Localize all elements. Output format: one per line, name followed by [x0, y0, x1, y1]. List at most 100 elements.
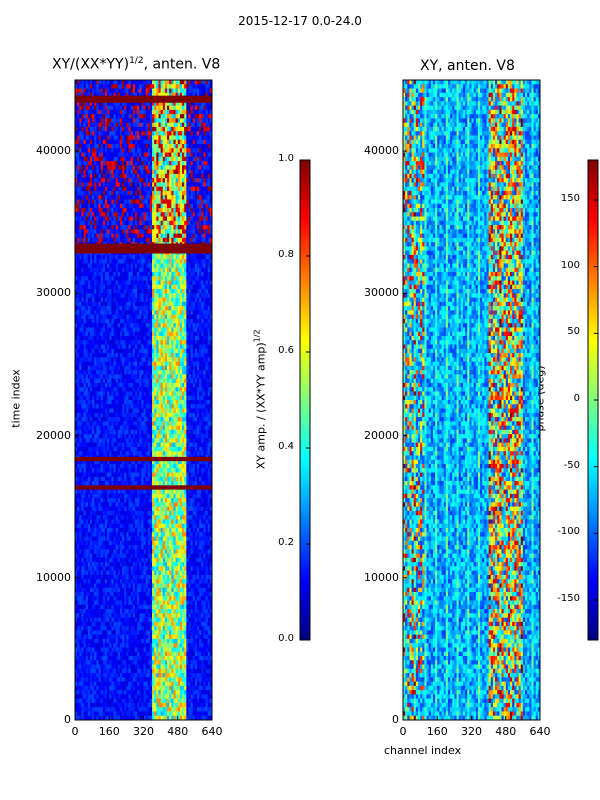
- heatmap-cell: [162, 131, 166, 136]
- heatmap-cell: [139, 88, 142, 94]
- heatmap-cell: [128, 152, 132, 158]
- heatmap-cell: [192, 88, 196, 94]
- heatmap-cell: [75, 101, 78, 106]
- heatmap-cell: [179, 122, 183, 128]
- heatmap-cell: [167, 109, 170, 115]
- heatmap-cell: [132, 105, 136, 111]
- heatmap-cell: [111, 152, 114, 158]
- heatmap-cell: [169, 101, 172, 106]
- heatmap-cell: [81, 88, 84, 94]
- heatmap-cell: [199, 92, 202, 98]
- heatmap-cell: [158, 126, 162, 132]
- heatmap-cell: [89, 101, 93, 106]
- heatmap-cell: [171, 131, 174, 136]
- heatmap-cell: [75, 135, 78, 141]
- right-cbtick-label: 150: [560, 193, 580, 204]
- heatmap-cell: [164, 169, 168, 175]
- heatmap-cell: [96, 105, 99, 111]
- heatmap-cell: [188, 84, 191, 89]
- heatmap-cell: [156, 135, 159, 141]
- heatmap-cell: [126, 148, 129, 153]
- heatmap-cell: [124, 118, 127, 124]
- heatmap-cell: [173, 173, 177, 179]
- heatmap-cell: [75, 148, 78, 153]
- heatmap-cell: [156, 173, 159, 179]
- heatmap-cell: [152, 118, 155, 124]
- heatmap-cell: [124, 109, 127, 115]
- heatmap-cell: [139, 139, 142, 145]
- heatmap-cell: [81, 118, 84, 124]
- heatmap-cell: [139, 173, 142, 179]
- heatmap-cell: [77, 169, 80, 175]
- heatmap-cell: [92, 165, 95, 170]
- heatmap-cell: [134, 80, 138, 85]
- heatmap-cell: [164, 139, 168, 145]
- heatmap-cell: [160, 126, 164, 132]
- heatmap-cell: [199, 156, 202, 162]
- heatmap-cell: [100, 114, 104, 119]
- heatmap-cell: [171, 161, 174, 166]
- right-ytick-label: 30000: [364, 286, 399, 300]
- heatmap-cell: [117, 169, 121, 175]
- heatmap-cell: [98, 169, 102, 175]
- heatmap-cell: [83, 122, 87, 128]
- heatmap-cell: [175, 161, 179, 166]
- heatmap-cell: [143, 88, 147, 94]
- heatmap-cell: [184, 156, 187, 162]
- heatmap-cell: [190, 92, 194, 98]
- heatmap-cell: [156, 156, 159, 162]
- heatmap-cell: [143, 135, 147, 141]
- heatmap-cell: [203, 148, 206, 153]
- heatmap-cell: [130, 114, 134, 119]
- heatmap-cell: [173, 109, 177, 115]
- heatmap-cell: [141, 156, 144, 162]
- heatmap-cell: [130, 144, 134, 149]
- heatmap-cell: [104, 118, 108, 124]
- heatmap-cell: [199, 105, 202, 111]
- heatmap-cell: [205, 114, 209, 119]
- heatmap-cell: [199, 169, 202, 175]
- heatmap-cell: [83, 165, 87, 170]
- heatmap-cell: [154, 84, 157, 89]
- heatmap-cell: [199, 135, 202, 141]
- heatmap-cell: [85, 169, 89, 175]
- heatmap-cell: [160, 122, 164, 128]
- heatmap-cell: [147, 92, 151, 98]
- heatmap-cell: [83, 169, 87, 175]
- heatmap-cell: [179, 144, 183, 149]
- heatmap-cell: [184, 161, 187, 166]
- heatmap-cell: [137, 152, 140, 158]
- heatmap-cell: [186, 126, 189, 132]
- heatmap-cell: [115, 88, 119, 94]
- heatmap-cell: [124, 114, 127, 119]
- heatmap-cell: [132, 80, 136, 85]
- right-cbtick-label: -100: [557, 526, 580, 538]
- heatmap-cell: [77, 122, 80, 128]
- heatmap-cell: [154, 161, 157, 166]
- heatmap-cell: [132, 156, 136, 162]
- heatmap-cell: [98, 84, 102, 89]
- heatmap-cell: [192, 84, 196, 89]
- heatmap-cell: [126, 109, 129, 115]
- heatmap-cell: [162, 148, 166, 153]
- heatmap-cell: [158, 122, 162, 128]
- heatmap-cell: [137, 173, 140, 179]
- heatmap-cell: [186, 148, 189, 153]
- heatmap-cell: [152, 148, 155, 153]
- heatmap-cell: [182, 118, 185, 124]
- heatmap-cell: [113, 114, 117, 119]
- heatmap-cell: [201, 152, 204, 158]
- heatmap-cell: [109, 156, 112, 162]
- heatmap-cell: [115, 165, 119, 170]
- right-cbtick-label: 0: [573, 393, 580, 404]
- heatmap-cell: [145, 152, 149, 158]
- heatmap-cell: [98, 165, 102, 170]
- heatmap-cell: [87, 173, 91, 179]
- heatmap-cell: [87, 126, 91, 132]
- heatmap-cell: [137, 109, 140, 115]
- heatmap-cell: [128, 161, 132, 166]
- heatmap-cell: [164, 148, 168, 153]
- heatmap-cell: [130, 109, 134, 115]
- heatmap-cell: [203, 88, 206, 94]
- heatmap-cell: [126, 169, 129, 175]
